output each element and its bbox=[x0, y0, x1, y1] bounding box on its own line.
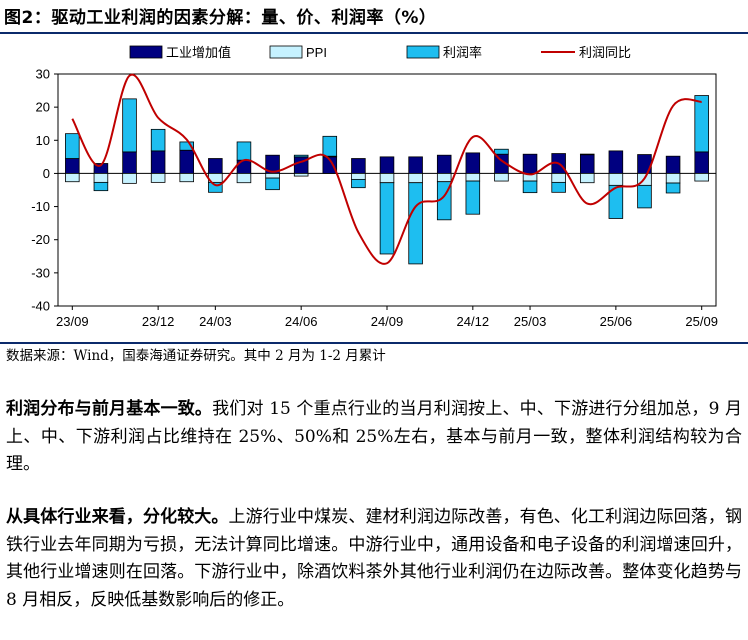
legend-swatch-工业增加值 bbox=[129, 45, 163, 59]
bar-利润率-24/04 bbox=[236, 141, 252, 161]
bar-利润率-23/12 bbox=[150, 128, 166, 152]
paragraph-1: 利润分布与前月基本一致。我们对 15 个重点行业的当月利润按上、中、下游进行分组… bbox=[6, 396, 742, 479]
legend-label-工业增加值: 工业增加值 bbox=[166, 45, 231, 60]
bar-PPI-25/05 bbox=[579, 173, 595, 184]
x-tick-label: 23/12 bbox=[142, 314, 175, 329]
bar-利润率-24/10 bbox=[408, 182, 423, 265]
bar-工业增加值-23/09 bbox=[65, 158, 80, 174]
bar-工业增加值-24/08 bbox=[351, 158, 366, 174]
bar-PPI-24/11 bbox=[436, 173, 452, 183]
bar-工业增加值-24/01 bbox=[179, 149, 194, 174]
bar-利润率-24/07 bbox=[322, 135, 338, 157]
bar-PPI-25/04 bbox=[551, 173, 566, 183]
bar-PPI-25/08 bbox=[665, 173, 681, 184]
x-tick-label: 24/03 bbox=[199, 314, 232, 329]
bar-PPI-24/10 bbox=[408, 173, 423, 184]
bar-PPI-23/09 bbox=[65, 173, 80, 183]
x-tick-label: 23/09 bbox=[56, 314, 89, 329]
paragraph-1-body: 我们对 15 个重点行业的当月利润按上、中、下游进行分组加总，9 月上、中、下游… bbox=[6, 399, 742, 474]
figure-source: 数据来源：Wind，国泰海通证券研究。其中 2 月为 1-2 月累计 bbox=[6, 348, 386, 364]
chart-legend: 工业增加值 PPI 利润率 利润同比 bbox=[129, 45, 631, 60]
bar-利润率-25/09 bbox=[694, 95, 709, 153]
line-利润同比 bbox=[71, 73, 702, 265]
bar-利润率-23/09 bbox=[65, 133, 80, 159]
legend-label-利润率: 利润率 bbox=[443, 45, 482, 60]
bar-工业增加值-24/10 bbox=[408, 156, 423, 174]
bar-工业增加值-25/06 bbox=[608, 150, 624, 174]
bar-工业增加值-24/12 bbox=[465, 152, 481, 174]
bar-利润率-24/01 bbox=[179, 141, 194, 151]
legend-label-利润同比: 利润同比 bbox=[579, 45, 631, 60]
legend-swatch-利润率 bbox=[406, 45, 440, 59]
bar-工业增加值-25/08 bbox=[665, 155, 681, 174]
figure-title: 图2：驱动工业利润的因素分解：量、价、利润率（%） bbox=[4, 8, 437, 28]
bar-利润率-25/03 bbox=[522, 180, 538, 194]
y-tick-label: -40 bbox=[31, 299, 50, 314]
bar-工业增加值-23/12 bbox=[150, 150, 166, 174]
bar-PPI-24/12 bbox=[465, 173, 481, 182]
profit-factor-chart: 工业增加值 PPI 利润率 利润同比 30 20 10 0 -10 -20 -30 -40 23/09… bbox=[31, 45, 718, 329]
chart-bars bbox=[65, 95, 709, 265]
y-tick-label: 20 bbox=[36, 100, 50, 115]
bar-PPI-23/12 bbox=[150, 173, 166, 183]
chart-line bbox=[71, 73, 702, 265]
paragraph-2: 从具体行业来看，分化较大。上游行业中煤炭、建材利润边际改善，有色、化工利润边际回… bbox=[6, 504, 742, 614]
x-tick-label: 25/06 bbox=[600, 314, 633, 329]
x-tick-label: 24/06 bbox=[285, 314, 318, 329]
bar-PPI-23/11 bbox=[122, 173, 137, 184]
bar-PPI-24/08 bbox=[351, 173, 366, 180]
bar-PPI-25/09 bbox=[694, 173, 709, 182]
title-rule bbox=[0, 32, 748, 34]
bar-利润率-24/09 bbox=[379, 182, 395, 255]
source-rule bbox=[0, 342, 748, 344]
x-tick-label: 25/03 bbox=[514, 314, 547, 329]
paragraph-2-lead: 从具体行业来看，分化较大。 bbox=[6, 507, 229, 527]
bar-利润率-25/01 bbox=[494, 148, 509, 155]
y-tick-label: 30 bbox=[36, 67, 50, 82]
paragraph-1-lead: 利润分布与前月基本一致。 bbox=[6, 399, 213, 419]
y-tick-label: -10 bbox=[31, 199, 50, 214]
bar-利润率-23/11 bbox=[122, 98, 137, 153]
bar-工业增加值-25/09 bbox=[694, 151, 709, 174]
bar-利润率-24/05 bbox=[265, 177, 280, 191]
y-tick-label: 0 bbox=[43, 166, 50, 181]
bar-PPI-23/10 bbox=[93, 173, 109, 183]
bar-利润率-25/04 bbox=[551, 181, 566, 193]
bar-利润率-23/10 bbox=[93, 181, 109, 192]
x-tick-label: 25/09 bbox=[685, 314, 718, 329]
bar-PPI-24/04 bbox=[236, 173, 252, 184]
legend-swatch-PPI bbox=[269, 45, 303, 59]
x-tick-label: 24/09 bbox=[371, 314, 404, 329]
y-tick-label: -20 bbox=[31, 232, 50, 247]
bar-利润率-24/12 bbox=[465, 180, 481, 215]
y-tick-label: 10 bbox=[36, 133, 50, 148]
legend-label-PPI: PPI bbox=[306, 45, 327, 60]
bar-PPI-24/05 bbox=[265, 173, 280, 179]
bar-PPI-24/01 bbox=[179, 173, 194, 183]
bar-利润率-24/03 bbox=[208, 181, 223, 193]
bar-利润率-25/07 bbox=[637, 184, 652, 209]
bar-PPI-24/06 bbox=[293, 173, 309, 177]
bar-PPI-25/06 bbox=[608, 173, 624, 186]
bar-PPI-24/09 bbox=[379, 173, 395, 184]
paragraph-2-body: 上游行业中煤炭、建材利润边际改善，有色、化工利润边际回落，钢铁行业去年同期为亏损… bbox=[6, 507, 742, 610]
bar-工业增加值-23/11 bbox=[122, 151, 137, 174]
bar-工业增加值-24/09 bbox=[379, 156, 395, 174]
bar-工业增加值-24/11 bbox=[436, 154, 452, 174]
bar-工业增加值-24/03 bbox=[208, 158, 223, 174]
bar-利润率-25/08 bbox=[665, 182, 681, 194]
bar-工业增加值-25/05 bbox=[579, 153, 595, 174]
bar-利润率-24/08 bbox=[351, 178, 366, 189]
bar-利润率-25/06 bbox=[608, 184, 624, 219]
bar-PPI-25/01 bbox=[494, 173, 509, 182]
x-tick-label: 24/12 bbox=[457, 314, 490, 329]
y-tick-label: -30 bbox=[31, 265, 50, 280]
bar-利润率-25/05 bbox=[579, 153, 595, 156]
bar-工业增加值-25/03 bbox=[522, 153, 538, 174]
bar-利润率-24/06 bbox=[293, 154, 309, 158]
